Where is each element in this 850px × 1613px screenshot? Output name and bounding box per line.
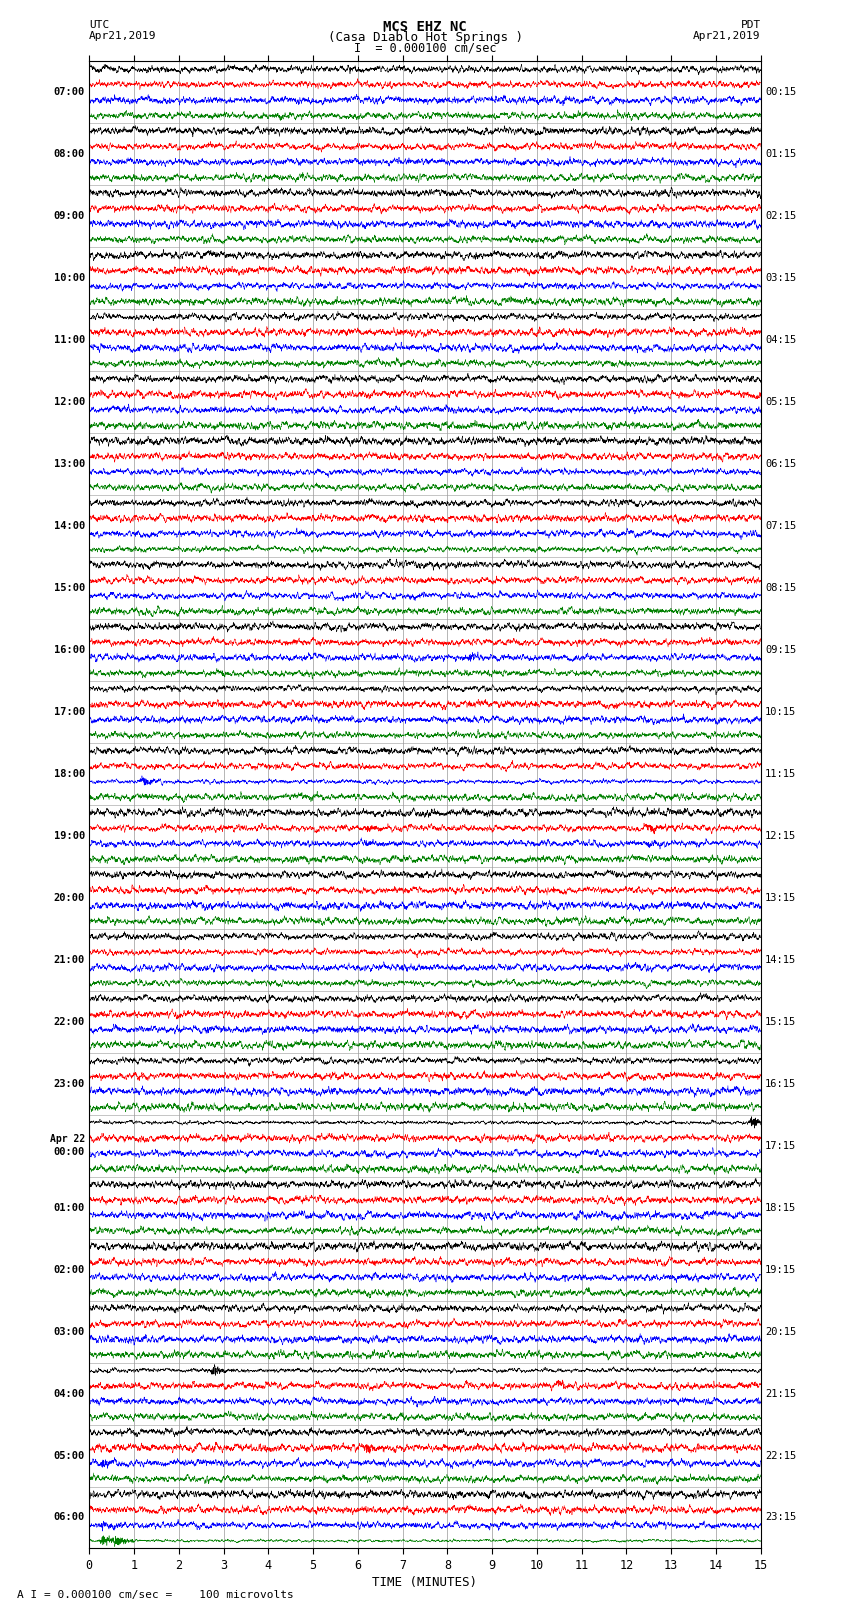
Text: 02:00: 02:00	[54, 1265, 85, 1274]
Text: Apr21,2019: Apr21,2019	[694, 31, 761, 40]
Text: 12:00: 12:00	[54, 397, 85, 406]
Text: 17:15: 17:15	[765, 1140, 796, 1150]
Text: 20:00: 20:00	[54, 894, 85, 903]
Text: Apr21,2019: Apr21,2019	[89, 31, 156, 40]
Text: A I = 0.000100 cm/sec =    100 microvolts: A I = 0.000100 cm/sec = 100 microvolts	[17, 1590, 294, 1600]
Text: 10:15: 10:15	[765, 706, 796, 716]
Text: 03:15: 03:15	[765, 273, 796, 284]
Text: (Casa Diablo Hot Springs ): (Casa Diablo Hot Springs )	[327, 31, 523, 44]
Text: 19:15: 19:15	[765, 1265, 796, 1274]
Text: 00:15: 00:15	[765, 87, 796, 97]
Text: PDT: PDT	[740, 19, 761, 31]
Text: 21:00: 21:00	[54, 955, 85, 965]
Text: 01:15: 01:15	[765, 150, 796, 160]
Text: 23:00: 23:00	[54, 1079, 85, 1089]
Text: 09:15: 09:15	[765, 645, 796, 655]
Text: 16:15: 16:15	[765, 1079, 796, 1089]
Text: Apr 22: Apr 22	[50, 1134, 85, 1144]
Text: 01:00: 01:00	[54, 1203, 85, 1213]
Text: 14:00: 14:00	[54, 521, 85, 531]
Text: 08:00: 08:00	[54, 150, 85, 160]
Text: 15:15: 15:15	[765, 1016, 796, 1027]
Text: 23:15: 23:15	[765, 1513, 796, 1523]
Text: 20:15: 20:15	[765, 1326, 796, 1337]
Text: 17:00: 17:00	[54, 706, 85, 716]
Text: 22:15: 22:15	[765, 1450, 796, 1460]
Text: 11:00: 11:00	[54, 336, 85, 345]
Text: 03:00: 03:00	[54, 1326, 85, 1337]
Text: 14:15: 14:15	[765, 955, 796, 965]
Text: 19:00: 19:00	[54, 831, 85, 840]
Text: 16:00: 16:00	[54, 645, 85, 655]
Text: 07:15: 07:15	[765, 521, 796, 531]
Text: 02:15: 02:15	[765, 211, 796, 221]
Text: 09:00: 09:00	[54, 211, 85, 221]
Text: 13:15: 13:15	[765, 894, 796, 903]
Text: 04:00: 04:00	[54, 1389, 85, 1398]
Text: 12:15: 12:15	[765, 831, 796, 840]
X-axis label: TIME (MINUTES): TIME (MINUTES)	[372, 1576, 478, 1589]
Text: 18:15: 18:15	[765, 1203, 796, 1213]
Text: 04:15: 04:15	[765, 336, 796, 345]
Text: I  = 0.000100 cm/sec: I = 0.000100 cm/sec	[354, 42, 496, 55]
Text: MCS EHZ NC: MCS EHZ NC	[383, 19, 467, 34]
Text: 06:00: 06:00	[54, 1513, 85, 1523]
Text: 08:15: 08:15	[765, 582, 796, 594]
Text: 13:00: 13:00	[54, 460, 85, 469]
Text: 05:00: 05:00	[54, 1450, 85, 1460]
Text: UTC: UTC	[89, 19, 110, 31]
Text: 11:15: 11:15	[765, 769, 796, 779]
Text: 05:15: 05:15	[765, 397, 796, 406]
Text: 22:00: 22:00	[54, 1016, 85, 1027]
Text: 07:00: 07:00	[54, 87, 85, 97]
Text: 21:15: 21:15	[765, 1389, 796, 1398]
Text: 18:00: 18:00	[54, 769, 85, 779]
Text: 10:00: 10:00	[54, 273, 85, 284]
Text: 00:00: 00:00	[54, 1147, 85, 1157]
Text: 06:15: 06:15	[765, 460, 796, 469]
Text: 15:00: 15:00	[54, 582, 85, 594]
